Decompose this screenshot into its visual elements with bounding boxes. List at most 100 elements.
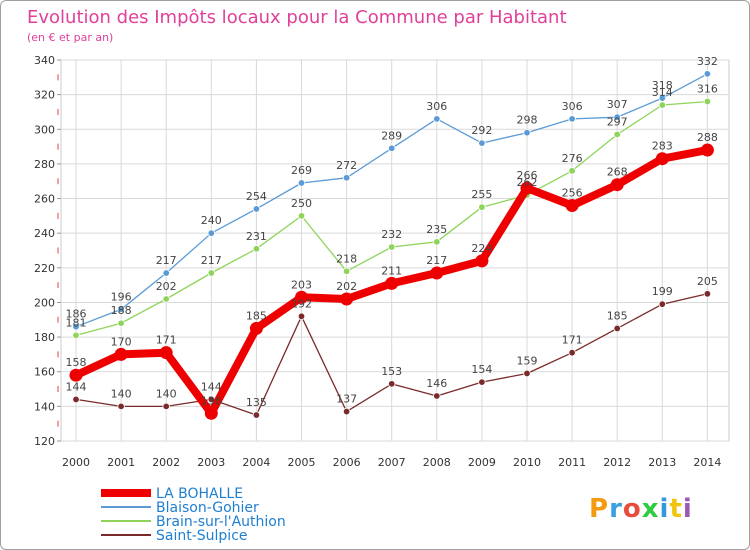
data-point-blaison-gohier <box>117 305 125 314</box>
x-tick-label: 2000 <box>62 456 90 469</box>
data-point-saint-sulpice <box>568 348 576 357</box>
data-label-la-bohalle: 224 <box>471 242 492 255</box>
data-label-blaison-gohier: 306 <box>426 100 447 113</box>
data-label-brain-sur-l-authion: 262 <box>517 176 538 189</box>
data-point-saint-sulpice <box>117 402 125 411</box>
data-point-brain-sur-l-authion <box>297 212 306 220</box>
logo-letter: r <box>609 494 623 524</box>
data-point-blaison-gohier <box>658 94 666 102</box>
y-tick-label: 120 <box>34 435 55 448</box>
x-tick-label: 2005 <box>288 456 316 469</box>
data-label-blaison-gohier: 217 <box>156 254 177 267</box>
y-tick-label: 340 <box>34 54 55 67</box>
data-point-saint-sulpice <box>433 392 441 400</box>
data-point-la-bohalle <box>700 143 714 157</box>
y-tick-label: 200 <box>34 296 55 309</box>
data-label-la-bohalle: 185 <box>246 309 267 322</box>
y-tick-label: 180 <box>34 331 55 344</box>
data-label-saint-sulpice: 205 <box>697 275 718 288</box>
data-label-la-bohalle: 202 <box>336 280 357 293</box>
data-label-saint-sulpice: 159 <box>517 354 538 367</box>
data-point-blaison-gohier <box>162 269 170 277</box>
data-label-blaison-gohier: 289 <box>381 129 402 142</box>
data-point-brain-sur-l-authion <box>568 167 576 175</box>
data-label-la-bohalle: 288 <box>697 131 718 144</box>
data-point-blaison-gohier <box>478 139 486 147</box>
logo-letter: t <box>669 494 682 524</box>
data-point-brain-sur-l-authion <box>72 331 80 340</box>
data-label-blaison-gohier: 292 <box>471 124 492 137</box>
data-point-saint-sulpice <box>478 378 486 386</box>
data-point-la-bohalle <box>249 321 263 335</box>
data-point-brain-sur-l-authion <box>117 319 125 327</box>
data-point-saint-sulpice <box>342 407 351 416</box>
data-point-la-bohalle <box>340 292 354 306</box>
data-labels: 144 140 140 144 135 192 137 153 146 154 159 171 185 1… <box>66 55 718 409</box>
data-label-saint-sulpice: 192 <box>291 297 312 310</box>
x-tick-label: 2012 <box>603 456 631 469</box>
data-label-brain-sur-l-authion: 188 <box>111 304 132 317</box>
x-tick-label: 2010 <box>513 456 541 469</box>
data-point-brain-sur-l-authion <box>478 203 486 211</box>
logo-letter: x <box>642 494 660 524</box>
data-label-blaison-gohier: 186 <box>66 308 87 321</box>
x-tick-label: 2003 <box>197 456 225 469</box>
data-point-saint-sulpice <box>703 290 712 298</box>
data-point-la-bohalle <box>204 406 218 420</box>
data-label-brain-sur-l-authion: 217 <box>201 254 222 267</box>
legend: LA BOHALLEBlaison-GohierBrain-sur-l'Auth… <box>101 486 286 544</box>
x-tick-label: 2004 <box>242 456 270 469</box>
y-tick-label: 220 <box>34 262 55 275</box>
data-label-saint-sulpice: 140 <box>156 387 177 400</box>
data-point-blaison-gohier <box>388 144 396 153</box>
data-label-saint-sulpice: 154 <box>471 363 492 376</box>
data-point-saint-sulpice <box>658 300 666 308</box>
data-point-brain-sur-l-authion <box>613 130 621 139</box>
data-point-brain-sur-l-authion <box>162 295 170 303</box>
data-point-blaison-gohier <box>568 115 576 123</box>
y-tick-label: 240 <box>34 227 55 240</box>
data-point-blaison-gohier <box>252 205 261 213</box>
data-label-saint-sulpice: 146 <box>426 377 447 390</box>
data-label-saint-sulpice: 185 <box>607 309 628 322</box>
data-label-saint-sulpice: 199 <box>652 285 673 298</box>
data-point-la-bohalle <box>475 254 489 268</box>
data-point-brain-sur-l-authion <box>252 245 261 253</box>
data-label-saint-sulpice: 140 <box>111 387 132 400</box>
data-point-saint-sulpice <box>613 324 621 333</box>
data-label-blaison-gohier: 254 <box>246 190 267 203</box>
data-label-blaison-gohier: 269 <box>291 164 312 177</box>
data-point-la-bohalle <box>610 178 624 192</box>
logo-letter: i <box>683 494 693 524</box>
data-point-blaison-gohier <box>433 115 441 123</box>
data-label-blaison-gohier: 318 <box>652 79 673 92</box>
data-point-brain-sur-l-authion <box>658 101 666 109</box>
data-label-brain-sur-l-authion: 235 <box>426 223 447 236</box>
axes: 120 140 160 180 200 220 240 260 280 300 320 340 2000… <box>34 54 721 469</box>
data-label-brain-sur-l-authion: 255 <box>471 188 492 201</box>
logo-letter: i <box>660 494 670 524</box>
data-point-blaison-gohier <box>207 229 215 237</box>
data-point-blaison-gohier <box>342 174 351 182</box>
data-label-brain-sur-l-authion: 181 <box>66 316 87 329</box>
legend-label-saint-sulpice: Saint-Sulpice <box>156 528 248 544</box>
data-point-la-bohalle <box>565 198 579 212</box>
data-label-brain-sur-l-authion: 314 <box>652 86 673 99</box>
y-tick-label: 280 <box>34 158 55 171</box>
y-tick-label: 260 <box>34 193 55 206</box>
data-label-la-bohalle: 256 <box>562 186 583 199</box>
x-tick-label: 2001 <box>107 456 135 469</box>
data-label-blaison-gohier: 240 <box>201 214 222 227</box>
x-tick-label: 2006 <box>333 456 361 469</box>
data-point-saint-sulpice <box>162 402 170 411</box>
data-label-blaison-gohier: 196 <box>111 290 132 303</box>
x-tick-label: 2011 <box>558 456 586 469</box>
data-label-saint-sulpice: 144 <box>66 380 87 393</box>
logo-letter: P <box>589 494 609 524</box>
proxiti-logo: Proxiti <box>589 494 693 524</box>
x-tick-label: 2013 <box>648 456 676 469</box>
data-point-brain-sur-l-authion <box>433 238 441 246</box>
data-label-brain-sur-l-authion: 202 <box>156 280 177 293</box>
